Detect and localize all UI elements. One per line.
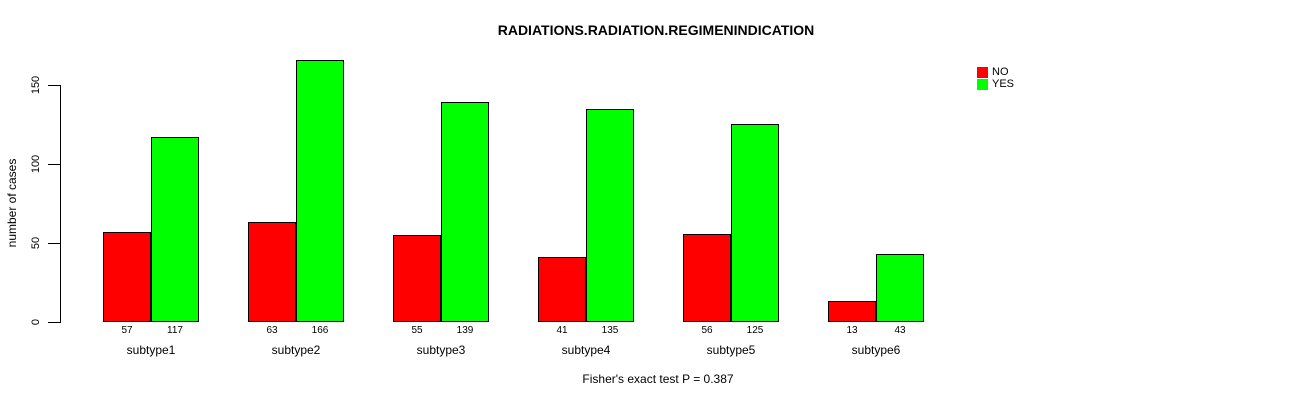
legend-swatch-yes xyxy=(977,78,988,90)
y-axis-line xyxy=(60,85,61,323)
bar-value-label: 56 xyxy=(701,325,713,336)
y-tick-mark xyxy=(48,242,60,244)
bar-yes-subtype6 xyxy=(876,254,924,322)
bar-yes-subtype5 xyxy=(731,124,779,322)
bar-value-label: 139 xyxy=(456,325,474,336)
bar-yes-subtype4 xyxy=(586,109,634,322)
bar-no-subtype2 xyxy=(248,222,296,322)
y-tick-mark xyxy=(48,163,60,165)
bar-value-label: 117 xyxy=(167,325,183,336)
bar-value-label: 41 xyxy=(556,325,568,336)
y-tick-mark xyxy=(48,321,60,323)
bar-no-subtype4 xyxy=(538,257,586,322)
legend-swatch-no xyxy=(977,66,988,78)
y-tick-mark xyxy=(48,84,60,86)
category-label-subtype2: subtype2 xyxy=(271,343,321,357)
y-tick-label: 150 xyxy=(30,75,42,95)
bar-yes-subtype1 xyxy=(151,137,199,322)
bar-no-subtype6 xyxy=(828,301,876,322)
chart-title: RADIATIONS.RADIATION.REGIMENINDICATION xyxy=(497,22,815,38)
legend-entry-yes: YES xyxy=(977,78,1014,90)
bar-yes-subtype3 xyxy=(441,102,489,322)
bar-no-subtype1 xyxy=(103,232,151,322)
category-label-subtype5: subtype5 xyxy=(706,343,756,357)
legend-entry-no: NO xyxy=(977,66,1014,78)
bar-value-label: 55 xyxy=(411,325,423,336)
category-label-subtype1: subtype1 xyxy=(126,343,176,357)
legend-label: NO xyxy=(992,65,1009,78)
y-tick-label: 100 xyxy=(30,154,42,174)
bar-value-label: 63 xyxy=(266,325,278,336)
bar-value-label: 135 xyxy=(601,325,619,336)
bar-value-label: 43 xyxy=(894,325,906,336)
bar-value-label: 13 xyxy=(846,325,858,336)
bar-value-label: 57 xyxy=(121,325,133,336)
bar-no-subtype5 xyxy=(683,234,731,322)
bar-no-subtype3 xyxy=(393,235,441,322)
fisher-test-annotation: Fisher's exact test P = 0.387 xyxy=(582,372,734,386)
y-axis-title: number of cases xyxy=(5,158,19,248)
y-tick-label: 50 xyxy=(30,236,42,250)
legend: NO YES xyxy=(977,66,1014,90)
bar-value-label: 166 xyxy=(311,325,329,336)
bar-value-label: 125 xyxy=(746,325,764,336)
y-tick-label: 0 xyxy=(30,318,42,326)
category-label-subtype3: subtype3 xyxy=(416,343,466,357)
category-label-subtype4: subtype4 xyxy=(561,343,611,357)
legend-label: YES xyxy=(992,77,1015,90)
category-label-subtype6: subtype6 xyxy=(851,343,901,357)
bar-yes-subtype2 xyxy=(296,60,344,322)
